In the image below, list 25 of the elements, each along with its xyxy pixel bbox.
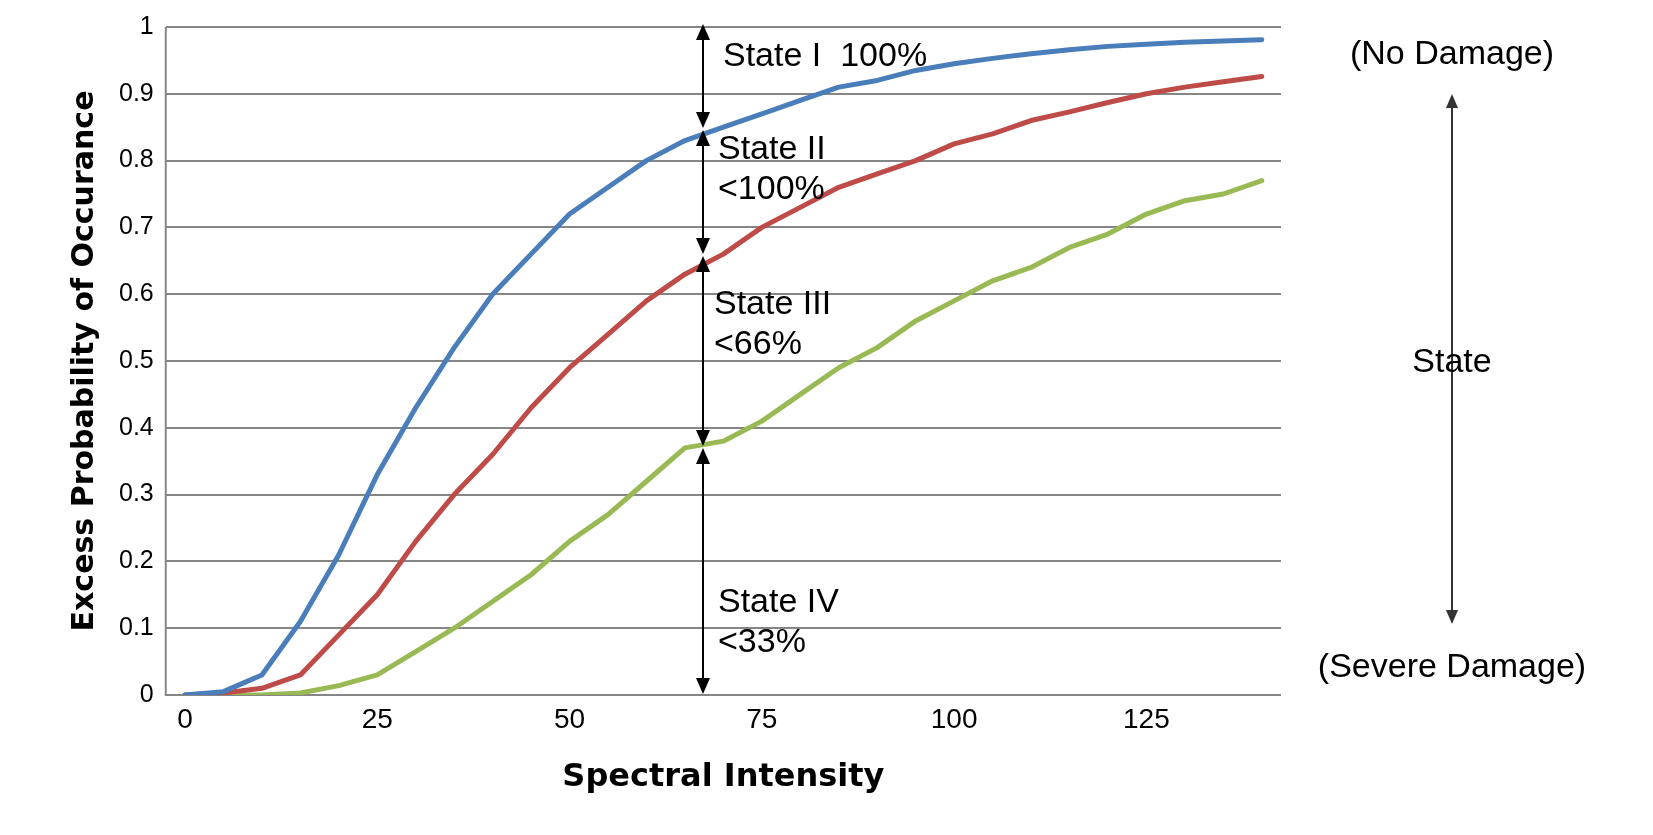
x-tick-label: 50 [553,702,586,734]
y-tick-label: 0.6 [118,278,154,307]
x-axis-title: Spectral Intensity [562,756,885,795]
x-tick-label: 25 [361,702,393,734]
x-tick-label: 100 [930,702,978,734]
y-tick-label: 0.4 [118,411,154,440]
annotation: State III <66% [714,283,832,362]
y-tick-label: 0.3 [118,478,154,507]
annotation: State IV <33% [718,581,840,660]
y-tick-label: 0.2 [118,545,154,574]
text: (Severe Damage) [1317,645,1587,685]
y-tick-label: 0.9 [118,77,154,106]
y-tick-label: 1 [139,10,154,39]
text: (No Damage) [1349,32,1555,72]
y-tick-label: 0 [139,678,154,707]
x-tick-label: 0 [177,702,193,734]
y-axis-title: Excess Probability of Occurance [64,90,100,632]
y-tick-label: 0.5 [118,344,154,373]
annotation: State II <100% [718,128,826,207]
y-tick-label: 0.1 [118,612,154,641]
y-tick-label: 0.7 [118,211,154,240]
y-tick-label: 0.8 [118,144,154,173]
x-tick-label: 75 [746,702,778,734]
x-tick-label: 125 [1123,702,1170,734]
annotation: State I 100% [723,35,928,74]
